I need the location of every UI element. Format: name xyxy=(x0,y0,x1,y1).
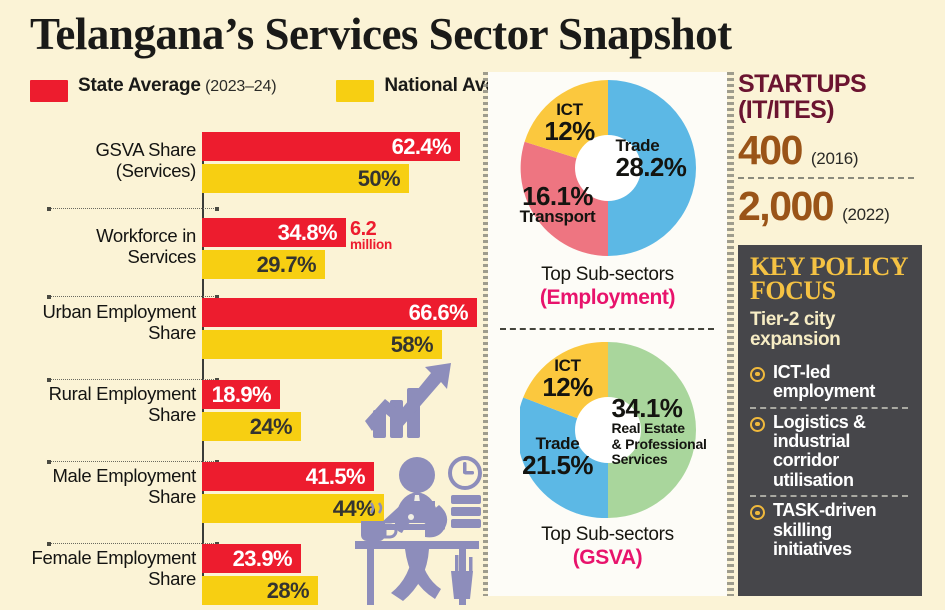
bar-row-label-female-employment-share: Female Employment Share xyxy=(31,547,196,589)
bar-state-male-employment-share: 41.5% xyxy=(202,462,374,491)
bar-national-urban-employment-share: 58% xyxy=(202,330,442,359)
key-policy-focus-box: KEY POLICY FOCUS Tier-2 city expansion I… xyxy=(738,245,922,596)
donut-hole xyxy=(574,397,641,463)
policy-item: Logistics & industrial corridor utilisat… xyxy=(750,409,910,496)
donut-employment-caption-highlight: (Employment) xyxy=(539,285,676,309)
startups-row-2016: 400 (2016) xyxy=(738,127,928,174)
bar-row-rural-employment-share: Rural Employment Share 18.9% 24% xyxy=(0,370,486,446)
startups-value-2016: 400 xyxy=(738,127,803,173)
bar-value-national-female-employment-share: 28% xyxy=(266,577,310,603)
legend-item-state-average: State Average (2023–24) xyxy=(30,75,277,102)
donut-label-trade: Trade 21.5% xyxy=(522,434,593,480)
bar-value-state-workforce-in-services: 34.8% xyxy=(277,219,338,245)
donut-employment: Trade 28.2% 16.1% Transport ICT 12% Top … xyxy=(488,80,727,310)
page-title: Telangana’s Services Sector Snapshot xyxy=(30,9,732,59)
bar-value-state-male-employment-share: 41.5% xyxy=(305,463,366,489)
donut-label-ict: ICT 12% xyxy=(544,100,595,146)
bar-value-state-urban-employment-share: 66.6% xyxy=(408,299,469,325)
bar-row-label-urban-employment-share: Urban Employment Share xyxy=(42,301,196,343)
donut-label-trade: Trade 28.2% xyxy=(615,136,687,182)
bar-row-separator xyxy=(47,541,219,546)
column-divider-left xyxy=(483,72,490,596)
policy-item-divider xyxy=(750,406,908,409)
bar-row-label-rural-employment-share: Rural Employment Share xyxy=(48,383,197,425)
policy-item-divider xyxy=(750,495,908,498)
bar-row-separator xyxy=(47,459,219,464)
column-divider-right xyxy=(727,72,734,596)
startups-value-2022: 2,000 xyxy=(738,183,835,230)
legend-label-state-average: State Average xyxy=(78,75,201,96)
policy-heading: KEY POLICY FOCUS xyxy=(750,252,909,305)
donut-hole xyxy=(574,135,641,201)
bar-state-workforce-in-services: 34.8% xyxy=(202,218,346,247)
bar-value-national-urban-employment-share: 58% xyxy=(390,331,434,357)
bar-value-national-male-employment-share: 44% xyxy=(332,495,376,521)
bar-value-national-rural-employment-share: 24% xyxy=(249,413,293,439)
bar-row-label-workforce-in-services: Workforce in Services xyxy=(96,225,196,267)
bar-value-national-gsva-share: 50% xyxy=(357,165,401,191)
bar-state-gsva-share: 62.4% xyxy=(202,132,460,161)
bullet-icon xyxy=(750,416,765,432)
legend-swatch-red xyxy=(30,80,68,102)
startups-row-2022: 2,000 (2022) xyxy=(738,183,928,230)
donut-slice-trade xyxy=(607,80,696,256)
bullet-icon xyxy=(750,366,765,382)
bar-row-female-employment-share: Female Employment Share 23.9% 28% xyxy=(0,534,486,610)
startups-year-2022: (2022) xyxy=(842,205,890,225)
bar-value-national-workforce-in-services: 29.7% xyxy=(256,251,317,277)
bar-national-gsva-share: 50% xyxy=(202,164,409,193)
bar-state-rural-employment-share: 18.9% xyxy=(202,380,280,409)
bar-row-gsva-share: GSVA Share (Services) 62.4% 50% xyxy=(0,130,486,200)
policy-subheading: Tier-2 city expansion xyxy=(750,308,841,350)
bar-row-urban-employment-share: Urban Employment Share 66.6% 58% xyxy=(0,288,486,364)
donut-gsva: 34.1% Real Estate & Professional Service… xyxy=(488,342,727,570)
legend-year-state-average: (2023–24) xyxy=(205,78,277,95)
bar-value-state-rural-employment-share: 18.9% xyxy=(211,381,272,407)
bar-row-label-gsva-share: GSVA Share (Services) xyxy=(95,139,196,181)
policy-item-text: TASK-driven skilling initiatives xyxy=(773,500,877,560)
donut-gsva-caption-highlight: (GSVA) xyxy=(572,545,643,569)
donut-label-ict: ICT 12% xyxy=(542,356,593,402)
bar-state-urban-employment-share: 66.6% xyxy=(202,298,477,327)
bar-state-female-employment-share: 23.9% xyxy=(202,544,301,573)
startups-heading: STARTUPS (IT/ITES) xyxy=(738,70,867,124)
policy-item: TASK-driven skilling initiatives xyxy=(750,497,910,564)
bullet-icon xyxy=(750,505,765,521)
bar-national-workforce-in-services: 29.7% xyxy=(202,250,325,279)
startups-year-2016: (2016) xyxy=(810,149,859,168)
donut-employment-caption: Top Sub-sectors (Employment) xyxy=(488,264,727,310)
policy-list: ICT-led employment Logistics & industria… xyxy=(750,359,910,565)
startups-divider xyxy=(738,177,914,180)
bar-row-separator xyxy=(47,206,219,211)
callout-workforce-unit: million xyxy=(350,237,393,252)
bar-national-female-employment-share: 28% xyxy=(202,576,318,605)
bar-row-workforce-in-services: Workforce in Services 34.8% 6.2 million 2… xyxy=(0,218,486,288)
policy-item-text: ICT-led employment xyxy=(773,361,876,402)
bar-row-male-employment-share: Male Employment Share 41.5% 44% xyxy=(0,452,486,528)
bar-national-rural-employment-share: 24% xyxy=(202,412,301,441)
bar-national-male-employment-share: 44% xyxy=(202,494,384,523)
policy-item-text: Logistics & industrial corridor utilisat… xyxy=(773,411,866,490)
donut-label-transport: 16.1% Transport xyxy=(519,181,596,227)
legend-swatch-yellow xyxy=(336,80,375,102)
donut-slice-real-estate xyxy=(607,342,696,518)
bar-row-separator xyxy=(47,377,219,382)
bar-row-label-male-employment-share: Male Employment Share xyxy=(52,465,196,507)
policy-item: ICT-led employment xyxy=(750,359,910,407)
bar-row-separator xyxy=(47,294,219,299)
donut-label-real-estate: 34.1% Real Estate & Professional Service… xyxy=(611,393,707,467)
bar-chart: GSVA Share (Services) 62.4% 50% Workforce… xyxy=(0,130,486,605)
panel-separator xyxy=(500,328,714,330)
callout-workforce-million: 6.2 million xyxy=(350,218,393,252)
bar-value-state-gsva-share: 62.4% xyxy=(391,133,452,159)
bar-value-state-female-employment-share: 23.9% xyxy=(232,545,293,571)
donut-gsva-caption: Top Sub-sectors (GSVA) xyxy=(488,524,727,570)
sub-sectors-panel: Trade 28.2% 16.1% Transport ICT 12% Top … xyxy=(488,72,727,596)
startups-block: STARTUPS (IT/ITES) 400 (2016) 2,000 (202… xyxy=(738,70,928,230)
